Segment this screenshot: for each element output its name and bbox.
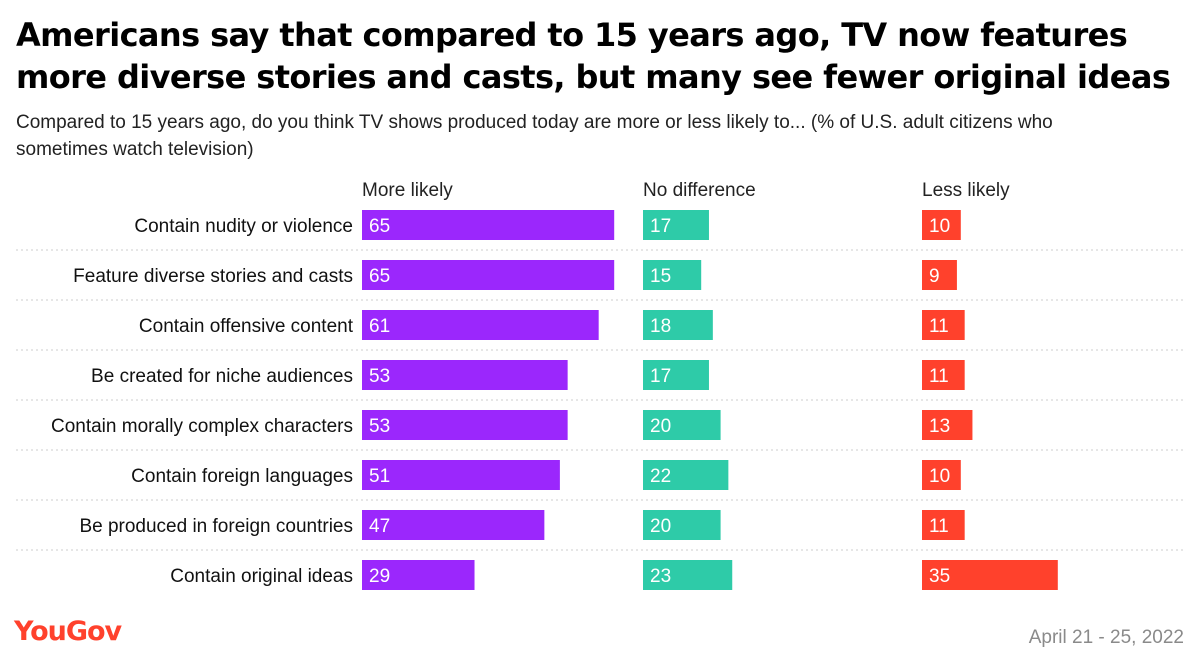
bar-less-likely: [922, 310, 965, 340]
bar-no-difference: [643, 260, 702, 290]
value-label-less-likely: 10: [929, 466, 950, 487]
column-header-less-likely: Less likely: [922, 180, 1010, 201]
chart-title: Americans say that compared to 15 years …: [16, 14, 1186, 98]
value-label-more-likely: 29: [369, 566, 390, 587]
value-label-no-difference: 20: [650, 416, 671, 437]
bar-more-likely: [362, 360, 568, 390]
value-label-no-difference: 17: [650, 216, 671, 237]
category-label: Be created for niche audiences: [91, 366, 353, 387]
bar-more-likely: [362, 310, 599, 340]
bar-less-likely: [922, 510, 965, 540]
value-label-more-likely: 65: [369, 216, 390, 237]
value-label-no-difference: 17: [650, 366, 671, 387]
bar-more-likely: [362, 410, 568, 440]
value-label-no-difference: 23: [650, 566, 671, 587]
bar-no-difference: [643, 510, 721, 540]
value-label-less-likely: 11: [929, 316, 949, 337]
category-label: Be produced in foreign countries: [79, 516, 353, 537]
category-label: Contain foreign languages: [131, 466, 353, 487]
category-label: Contain offensive content: [139, 316, 354, 337]
value-label-no-difference: 20: [650, 516, 671, 537]
value-label-more-likely: 51: [369, 466, 390, 487]
bar-no-difference: [643, 560, 733, 590]
value-label-less-likely: 10: [929, 216, 950, 237]
value-label-more-likely: 65: [369, 266, 390, 287]
chart-title-line-2: more diverse stories and casts, but many…: [16, 58, 1171, 96]
chart-title-line-1: Americans say that compared to 15 years …: [16, 16, 1128, 54]
value-label-less-likely: 35: [929, 566, 950, 587]
value-label-less-likely: 13: [929, 416, 950, 437]
bar-more-likely: [362, 510, 545, 540]
bar-more-likely: [362, 260, 615, 290]
bar-more-likely: [362, 560, 475, 590]
value-label-less-likely: 9: [929, 266, 940, 287]
column-header-more-likely: More likely: [362, 180, 453, 201]
survey-date: April 21 - 25, 2022: [1028, 627, 1184, 648]
bar-less-likely: [922, 560, 1058, 590]
value-label-more-likely: 47: [369, 516, 390, 537]
bar-no-difference: [643, 360, 709, 390]
bar-less-likely: [922, 460, 961, 490]
yougov-logo: YouGov: [14, 616, 122, 647]
value-label-more-likely: 53: [369, 366, 390, 387]
bar-more-likely: [362, 210, 615, 240]
bar-less-likely: [922, 410, 973, 440]
bar-no-difference: [643, 460, 729, 490]
bar-less-likely: [922, 260, 957, 290]
bar-more-likely: [362, 460, 560, 490]
category-label: Contain original ideas: [170, 566, 353, 587]
value-label-less-likely: 11: [929, 366, 949, 387]
value-label-less-likely: 11: [929, 516, 949, 537]
column-header-no-difference: No difference: [643, 180, 756, 201]
category-label: Feature diverse stories and casts: [73, 266, 353, 287]
bar-no-difference: [643, 310, 713, 340]
chart-subtitle: Compared to 15 years ago, do you think T…: [16, 109, 1186, 163]
value-label-no-difference: 15: [650, 266, 671, 287]
bar-less-likely: [922, 360, 965, 390]
chart-subtitle-line-2: sometimes watch television): [16, 139, 254, 160]
bar-no-difference: [643, 410, 721, 440]
category-label: Contain morally complex characters: [51, 416, 353, 437]
value-label-more-likely: 53: [369, 416, 390, 437]
bar-less-likely: [922, 210, 961, 240]
category-label: Contain nudity or violence: [134, 216, 353, 237]
chart-subtitle-line-1: Compared to 15 years ago, do you think T…: [16, 112, 1053, 133]
value-label-no-difference: 18: [650, 316, 671, 337]
bar-no-difference: [643, 210, 709, 240]
value-label-more-likely: 61: [369, 316, 390, 337]
value-label-no-difference: 22: [650, 466, 671, 487]
